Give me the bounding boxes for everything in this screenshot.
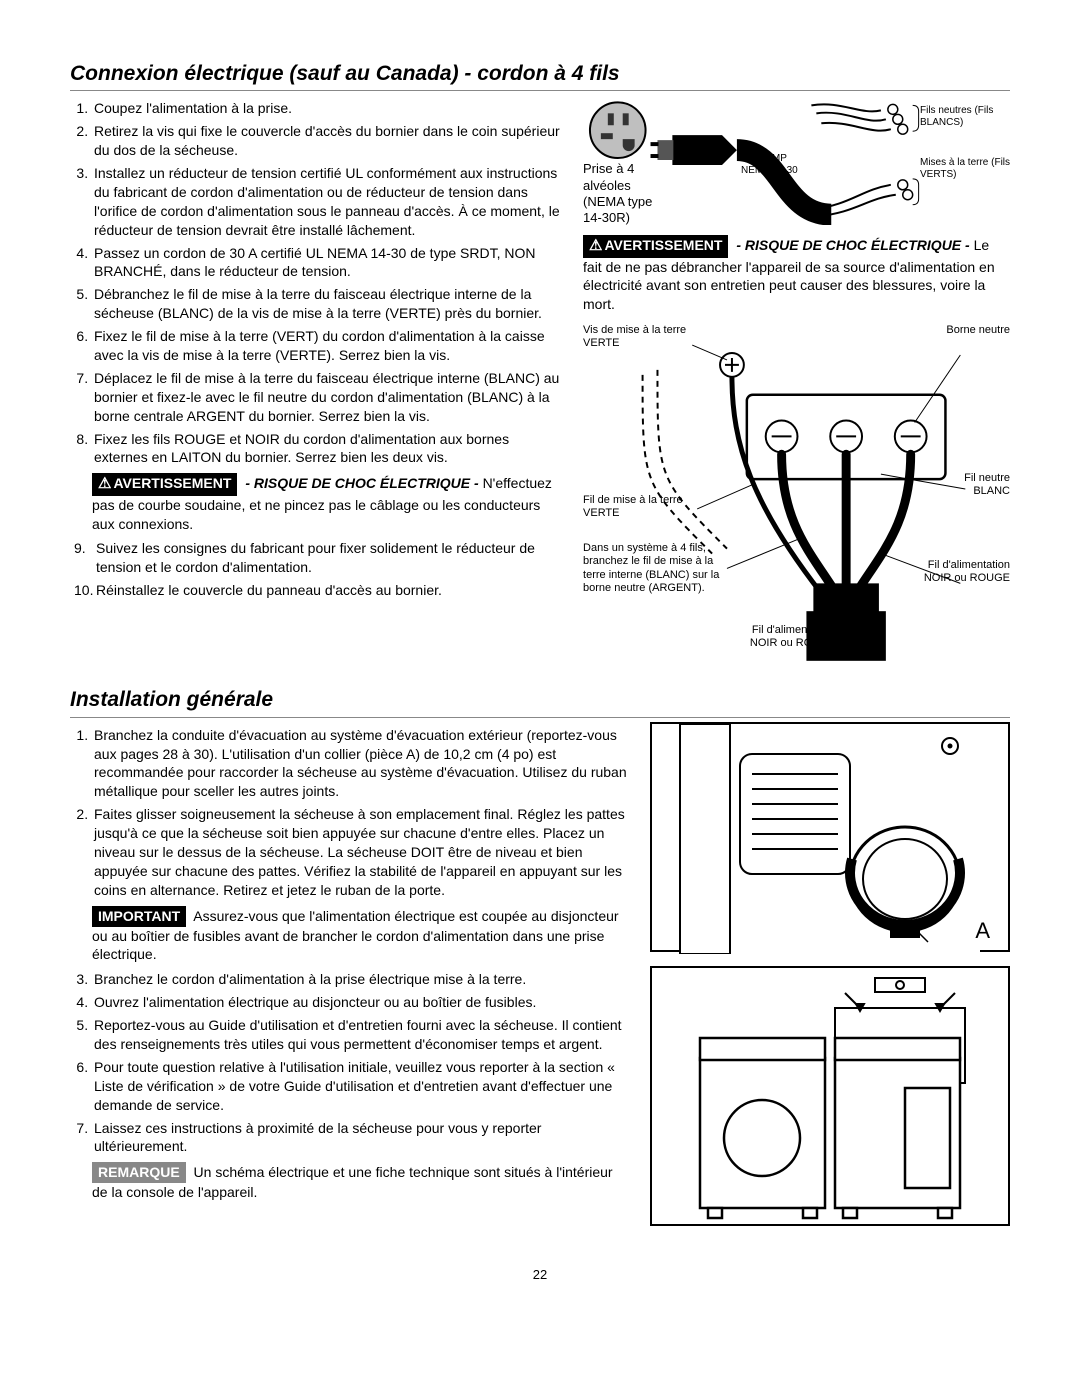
section-electrical-connection: Connexion électrique (sauf au Canada) - … <box>70 60 1010 664</box>
section2-steps-b: Branchez le cordon d'alimentation à la p… <box>70 970 628 1156</box>
warning-1-title: - RISQUE DE CHOC ÉLECTRIQUE - <box>241 475 482 491</box>
leveling-diagram <box>650 966 1010 1226</box>
section1-left-column: Coupez l'alimentation à la prise. Retire… <box>70 95 561 664</box>
warning-2-title: - RISQUE DE CHOC ÉLEC­TRIQUE - <box>732 237 973 253</box>
list-item: 9.Suivez les consignes du fabricant pour… <box>72 539 561 577</box>
section2-steps-a: Branchez la conduite d'évacuation au sys… <box>70 726 628 900</box>
list-item: Fixez les fils ROUGE et NOIR du cordon d… <box>92 430 561 468</box>
outlet-diagram: Prise à 4 alvéoles (NEMA type 14-30R) 30… <box>583 95 1010 225</box>
list-item: Coupez l'alimentation à la prise. <box>92 99 561 118</box>
section1-title: Connexion électrique (sauf au Canada) - … <box>70 60 1010 91</box>
label-pcord2: Fil d'alimentation NOIR ou ROUGE <box>910 559 1010 585</box>
label-gwire: Fil de mise à la terre VERTE <box>583 494 703 520</box>
list-item: Laissez ces instructions à proximité de … <box>92 1119 628 1157</box>
section2-left-column: Branchez la conduite d'évacuation au sys… <box>70 722 628 1240</box>
wire-ground-label: Mises à la terre (Fils VERTS) <box>920 157 1010 180</box>
warning-2: AVERTISSEMENT - RISQUE DE CHOC ÉLEC­TRIQ… <box>583 235 1010 314</box>
remark-badge: REMARQUE <box>92 1162 186 1183</box>
list-item: Déplacez le fil de mise à la terre du fa… <box>92 369 561 426</box>
list-item: 10.Réinstallez le couvercle du panneau d… <box>72 581 561 600</box>
label-note4: Dans un système à 4 fils, branchez le fi… <box>583 542 733 595</box>
outlet-label: Prise à 4 alvéoles (NEMA type 14-30R) <box>583 161 673 226</box>
list-item: Branchez la conduite d'évacuation au sys… <box>92 726 628 802</box>
list-item: Ouvrez l'alimentation électrique au disj… <box>92 993 628 1012</box>
list-item: Fixez le fil de mise à la terre (VERT) d… <box>92 327 561 365</box>
label-neutral-term: Borne neutre <box>940 324 1010 337</box>
important-badge: IMPORTANT <box>92 906 186 927</box>
list-item: Faites glisser soigneusement la sécheuse… <box>92 805 628 899</box>
label-pcord1: Fil d'alimentation NOIR ou ROUGE <box>743 624 843 650</box>
warning-icon: AVERTISSEMENT <box>583 235 728 257</box>
list-item: Passez un cordon de 30 A certifié UL NEM… <box>92 244 561 282</box>
section2-title: Installation générale <box>70 686 1010 717</box>
terminal-block-diagram: Vis de mise à la terre VERTE Borne neutr… <box>583 324 1010 664</box>
diagram-a-letter: A <box>975 916 990 946</box>
section-general-installation: Installation générale Branchez la condui… <box>70 686 1010 1239</box>
section1-steps-b: 9.Suivez les consignes du fabricant pour… <box>70 539 561 600</box>
list-item: Installez un réducteur de tension certif… <box>92 164 561 240</box>
warning-1: AVERTISSEMENT - RISQUE DE CHOC ÉLECTRIQU… <box>92 473 561 533</box>
important-note: IMPORTANT Assurez-vous que l'alimentatio… <box>92 906 628 965</box>
list-item: Débranchez le fil de mise à la terre du … <box>92 285 561 323</box>
section2-right-column: A <box>650 722 1010 1240</box>
warning-icon: AVERTISSEMENT <box>92 473 237 495</box>
label-nwire: Fil neutre BLANC <box>930 472 1010 498</box>
list-item: Pour toute question relative à l'utilisa… <box>92 1058 628 1115</box>
remark-note: REMARQUE Un schéma électrique et une fic… <box>92 1162 628 1202</box>
section1-steps-a: Coupez l'alimentation à la prise. Retire… <box>70 99 561 467</box>
page-number: 22 <box>70 1266 1010 1284</box>
label-gvs: Vis de mise à la terre VERTE <box>583 324 703 350</box>
wire-neutral-label: Fils neutres (Fils BLANCS) <box>920 105 1010 128</box>
section1-right-column: Prise à 4 alvéoles (NEMA type 14-30R) 30… <box>583 95 1010 664</box>
plug-spec: 30 AMP NEMA 14-30 <box>741 153 798 176</box>
exhaust-clamp-diagram: A <box>650 722 1010 952</box>
list-item: Retirez la vis qui fixe le couvercle d'a… <box>92 122 561 160</box>
list-item: Reportez-vous au Guide d'utilisation et … <box>92 1016 628 1054</box>
list-item: Branchez le cordon d'alimentation à la p… <box>92 970 628 989</box>
